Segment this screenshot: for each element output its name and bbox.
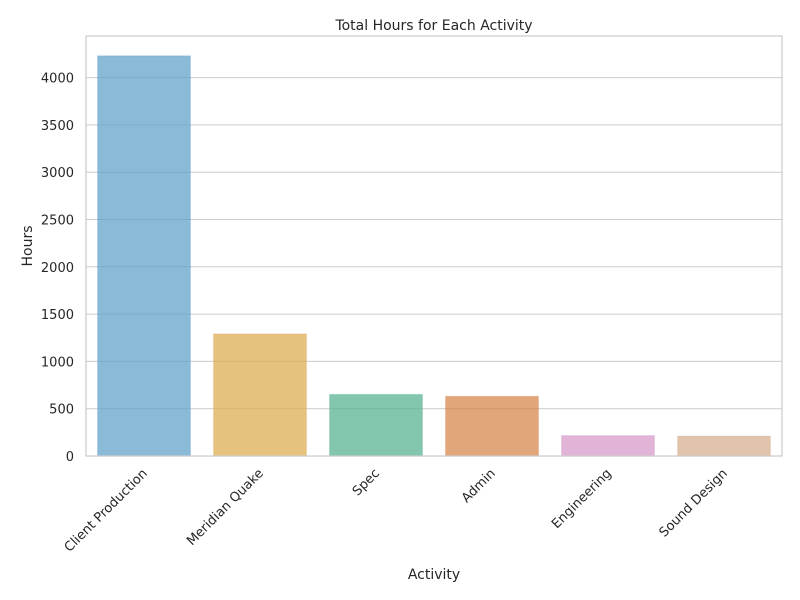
bars (97, 55, 771, 457)
bar-spec (329, 394, 423, 457)
y-axis-label: Hours (20, 225, 36, 266)
plot-area-border (85, 35, 783, 457)
y-tick-label: 1000 (41, 355, 74, 370)
y-tick-label: 2500 (41, 214, 74, 229)
bar-admin (445, 395, 539, 457)
y-tick-label: 1500 (41, 308, 74, 323)
y-axis-ticks: 0 500 1000 1500 2000 2500 3000 3500 4000 (41, 72, 74, 465)
y-tick-label: 3000 (41, 166, 74, 181)
y-tick-label: 3500 (41, 119, 74, 134)
chart-title: Total Hours for Each Activity (334, 18, 532, 34)
y-tick-label: 500 (49, 403, 74, 418)
bar-client-production (97, 55, 191, 457)
bar-sound-design (677, 435, 771, 457)
y-tick-label: 4000 (41, 72, 74, 87)
bar-engineering (561, 435, 655, 457)
x-axis-label: Activity (408, 567, 460, 583)
y-tick-label: 2000 (41, 261, 74, 276)
bar-meridian-quake (213, 333, 307, 457)
y-tick-label: 0 (66, 450, 74, 465)
